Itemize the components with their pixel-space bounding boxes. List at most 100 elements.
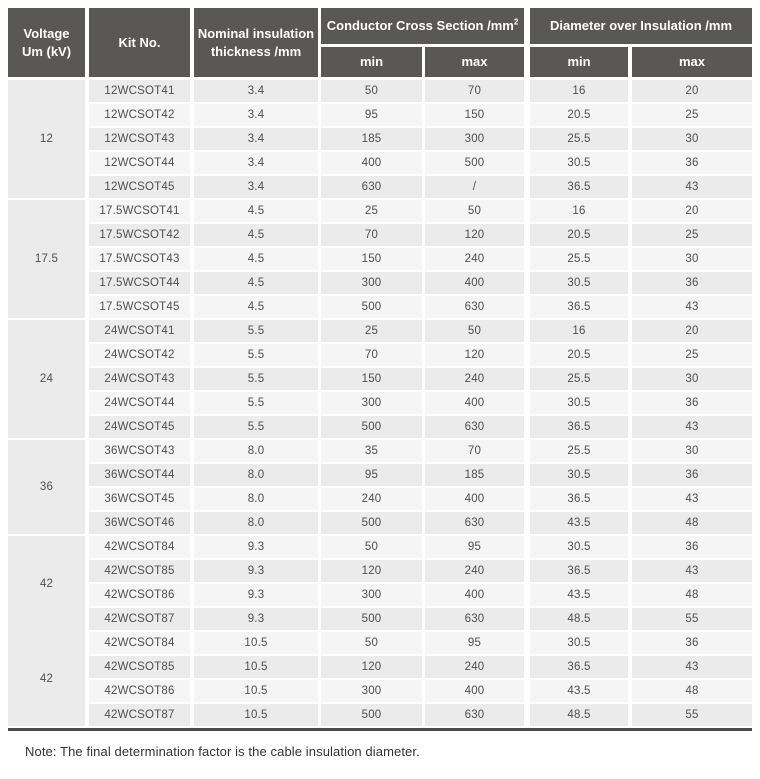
ccs-max-cell: 300 <box>425 128 530 152</box>
ccs-min-cell: 25 <box>321 320 425 344</box>
header-ccs-min: min <box>321 47 425 80</box>
doi-min-cell: 36.5 <box>530 296 632 320</box>
ccs-max-cell: 95 <box>425 632 530 656</box>
doi-min-cell: 30.5 <box>530 632 632 656</box>
thickness-cell: 3.4 <box>194 104 321 128</box>
ccs-max-cell: 70 <box>425 80 530 104</box>
doi-min-cell: 20.5 <box>530 344 632 368</box>
kit-no-cell: 24WCSOT44 <box>89 392 194 416</box>
ccs-max-cell: 50 <box>425 320 530 344</box>
doi-max-cell: 55 <box>632 608 752 632</box>
doi-min-cell: 30.5 <box>530 464 632 488</box>
doi-min-cell: 16 <box>530 80 632 104</box>
header-diameter-over-insulation: Diameter over Insulation /mm <box>530 8 752 47</box>
doi-max-cell: 43 <box>632 656 752 680</box>
thickness-cell: 10.5 <box>194 656 321 680</box>
ccs-min-cell: 95 <box>321 464 425 488</box>
voltage-group-cell: 42 <box>8 536 89 632</box>
doi-max-cell: 25 <box>632 224 752 248</box>
doi-max-cell: 36 <box>632 272 752 296</box>
kit-no-cell: 42WCSOT85 <box>89 560 194 584</box>
kit-no-cell: 24WCSOT42 <box>89 344 194 368</box>
table-row: 24WCSOT42 5.5 70 120 20.5 25 <box>8 344 752 368</box>
ccs-min-cell: 35 <box>321 440 425 464</box>
ccs-min-cell: 500 <box>321 296 425 320</box>
kit-no-cell: 12WCSOT45 <box>89 176 194 200</box>
kit-no-cell: 42WCSOT87 <box>89 608 194 632</box>
header-row-minmax: min max min max <box>8 47 752 80</box>
ccs-min-cell: 120 <box>321 656 425 680</box>
table-row: 17.5WCSOT43 4.5 150 240 25.5 30 <box>8 248 752 272</box>
header-voltage: Voltage Um (kV) <box>8 8 89 80</box>
header-conductor-sup: 2 <box>513 17 519 27</box>
table-row: 36 36WCSOT43 8.0 35 70 25.5 30 <box>8 440 752 536</box>
header-nominal-thickness: Nominal insulation thickness /mm <box>194 8 321 80</box>
thickness-cell: 10.5 <box>194 704 321 728</box>
table-row: 12WCSOT43 3.4 185 300 25.5 30 <box>8 128 752 152</box>
voltage-group-cell: 42 <box>8 632 89 728</box>
doi-max-cell: 43 <box>632 488 752 512</box>
kit-no-cell: 36WCSOT45 <box>89 488 194 512</box>
table-row: 42WCSOT85 10.5 120 240 36.5 43 <box>8 656 752 680</box>
doi-max-cell: 20 <box>632 320 752 344</box>
voltage-group-cell: 17.5 <box>8 200 89 320</box>
thickness-cell: 9.3 <box>194 536 321 560</box>
table-row: 17.5 17.5WCSOT41 4.5 25 50 16 20 <box>8 200 752 320</box>
kit-no-cell: 42WCSOT86 <box>89 584 194 608</box>
doi-max-cell: 20 <box>632 200 752 224</box>
ccs-max-cell: 630 <box>425 416 530 440</box>
kit-no-cell: 12WCSOT43 <box>89 128 194 152</box>
thickness-cell: 9.3 <box>194 560 321 584</box>
header-nominal-line1: Nominal insulation <box>197 25 315 41</box>
doi-max-cell: 36 <box>632 632 752 656</box>
kit-no-cell: 12WCSOT41 <box>89 80 194 104</box>
table-row: 42WCSOT87 9.3 500 630 48.5 55 <box>8 608 752 632</box>
table-row: 42 42WCSOT84 10.5 50 95 30.5 36 <box>8 632 752 728</box>
spec-table-wrap: Voltage Um (kV) Kit No. Nominal insulati… <box>8 8 752 731</box>
ccs-max-cell: / <box>425 176 530 200</box>
doi-max-cell: 30 <box>632 440 752 464</box>
table-row: 36WCSOT44 8.0 95 185 30.5 36 <box>8 464 752 488</box>
doi-min-cell: 48.5 <box>530 704 632 728</box>
kit-no-cell: 24WCSOT43 <box>89 368 194 392</box>
ccs-min-cell: 300 <box>321 272 425 296</box>
thickness-cell: 5.5 <box>194 320 321 344</box>
doi-min-cell: 20.5 <box>530 104 632 128</box>
doi-min-cell: 25.5 <box>530 440 632 464</box>
ccs-min-cell: 120 <box>321 560 425 584</box>
thickness-cell: 3.4 <box>194 128 321 152</box>
doi-max-cell: 43 <box>632 176 752 200</box>
ccs-min-cell: 70 <box>321 344 425 368</box>
doi-min-cell: 20.5 <box>530 224 632 248</box>
thickness-cell: 5.5 <box>194 344 321 368</box>
doi-max-cell: 36 <box>632 152 752 176</box>
kit-no-cell: 24WCSOT45 <box>89 416 194 440</box>
thickness-cell: 5.5 <box>194 368 321 392</box>
doi-max-cell: 36 <box>632 392 752 416</box>
thickness-cell: 8.0 <box>194 488 321 512</box>
kit-no-cell: 24WCSOT41 <box>89 320 194 344</box>
header-voltage-line1: Voltage <box>23 25 70 41</box>
kit-no-cell: 17.5WCSOT45 <box>89 296 194 320</box>
header-kit-no: Kit No. <box>89 8 194 80</box>
doi-min-cell: 36.5 <box>530 560 632 584</box>
thickness-cell: 8.0 <box>194 464 321 488</box>
doi-min-cell: 30.5 <box>530 272 632 296</box>
table-row: 24WCSOT45 5.5 500 630 36.5 43 <box>8 416 752 440</box>
header-row-groups: Voltage Um (kV) Kit No. Nominal insulati… <box>8 8 752 80</box>
thickness-cell: 3.4 <box>194 176 321 200</box>
ccs-max-cell: 240 <box>425 560 530 584</box>
kit-no-cell: 17.5WCSOT42 <box>89 224 194 248</box>
thickness-cell: 10.5 <box>194 632 321 656</box>
ccs-max-cell: 50 <box>425 200 530 224</box>
table-row: 17.5WCSOT45 4.5 500 630 36.5 43 <box>8 296 752 320</box>
doi-min-cell: 43.5 <box>530 584 632 608</box>
thickness-cell: 9.3 <box>194 608 321 632</box>
ccs-max-cell: 95 <box>425 536 530 560</box>
ccs-min-cell: 630 <box>321 176 425 200</box>
doi-max-cell: 55 <box>632 704 752 728</box>
thickness-cell: 4.5 <box>194 296 321 320</box>
ccs-max-cell: 500 <box>425 152 530 176</box>
doi-min-cell: 36.5 <box>530 176 632 200</box>
